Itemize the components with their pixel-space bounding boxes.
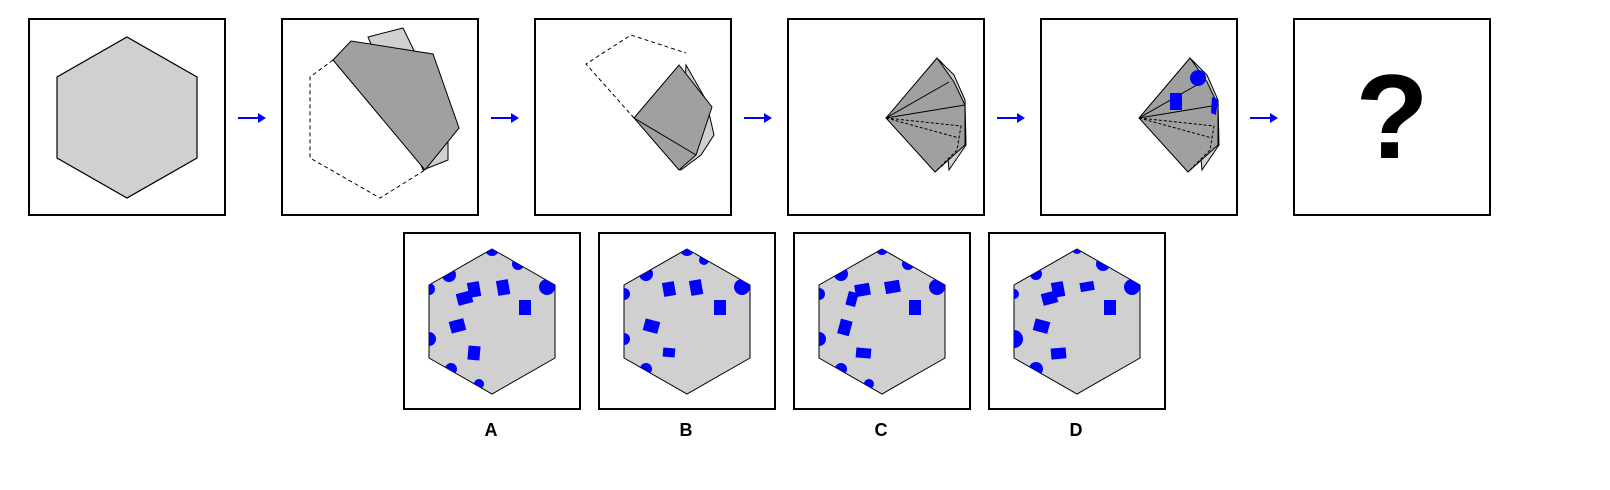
step-1-hexagon xyxy=(56,36,198,199)
step-2-panel xyxy=(281,18,479,216)
option-b-label[interactable]: B xyxy=(679,420,693,440)
option-c-panel[interactable] xyxy=(793,232,971,410)
option-a-label[interactable]: A xyxy=(484,420,498,440)
option-d-hexagon xyxy=(1013,248,1141,395)
step-4-panel xyxy=(787,18,985,216)
answer-panel: ? xyxy=(1293,18,1491,216)
option-a-panel[interactable] xyxy=(403,232,581,410)
option-a-hexagon xyxy=(428,248,556,395)
right-arrow-icon xyxy=(744,113,772,123)
right-arrow-icon xyxy=(1250,113,1278,123)
option-c-hexagon xyxy=(818,248,946,395)
right-arrow-icon xyxy=(238,113,266,123)
right-arrow-icon xyxy=(997,113,1025,123)
step-3-fold xyxy=(585,34,715,172)
step-4-fold xyxy=(885,57,967,173)
step-2-fold xyxy=(309,27,460,199)
step-1-panel xyxy=(28,18,226,216)
step-5-fold-with-marks xyxy=(1138,57,1220,173)
question-mark: ? xyxy=(1355,50,1429,184)
option-b-hexagon xyxy=(623,248,751,395)
option-b-panel[interactable] xyxy=(598,232,776,410)
option-c-label[interactable]: C xyxy=(874,420,888,440)
step-3-panel xyxy=(534,18,732,216)
step-5-panel xyxy=(1040,18,1238,216)
right-arrow-icon xyxy=(491,113,519,123)
option-d-panel[interactable] xyxy=(988,232,1166,410)
option-d-label[interactable]: D xyxy=(1069,420,1083,440)
